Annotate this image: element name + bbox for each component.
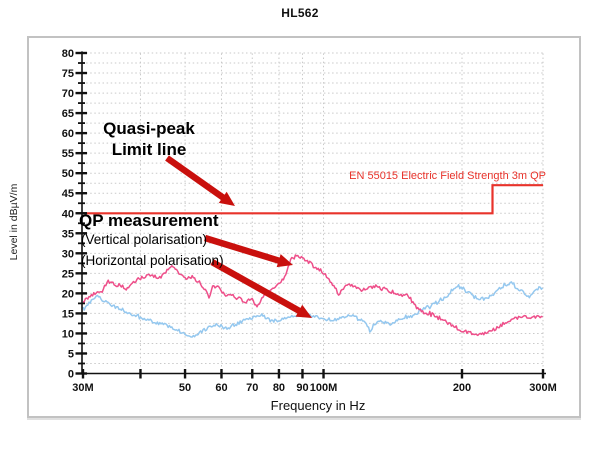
page-title: HL562 bbox=[281, 6, 319, 20]
annotation-arrows bbox=[165, 155, 312, 318]
y-tick-label: 70 bbox=[62, 88, 74, 100]
x-tick-label: 60 bbox=[215, 382, 227, 394]
arrow-shaft bbox=[204, 234, 282, 265]
arrow-head bbox=[218, 191, 235, 206]
y-axis-title: Level in dBµV/m bbox=[8, 183, 20, 261]
arrow-shaft bbox=[210, 259, 303, 315]
qp-measurement-callout: QP measurement bbox=[79, 211, 219, 230]
y-tick-label: 65 bbox=[62, 108, 74, 120]
quasi-peak-callout-line2: Limit line bbox=[111, 140, 187, 159]
arrow-shaft bbox=[165, 155, 227, 202]
x-axis-title: Frequency in Hz bbox=[270, 398, 366, 413]
x-tick-label: 200 bbox=[453, 382, 471, 394]
x-tick-label: 30M bbox=[72, 382, 93, 394]
y-tick-label: 75 bbox=[62, 68, 74, 80]
limit-line bbox=[83, 184, 543, 215]
y-tick-label: 45 bbox=[62, 188, 74, 200]
y-tick-label: 40 bbox=[62, 208, 74, 220]
y-tick-label: 15 bbox=[62, 308, 74, 320]
vertical-polarisation-trace bbox=[82, 254, 543, 337]
y-tick-label: 0 bbox=[68, 369, 74, 381]
y-tick-label: 20 bbox=[62, 288, 74, 300]
y-tick-label: 60 bbox=[62, 128, 74, 140]
x-tick-label: 70 bbox=[246, 382, 258, 394]
y-tick-label: 50 bbox=[62, 168, 74, 180]
axes bbox=[75, 51, 546, 379]
y-tick-label: 25 bbox=[62, 268, 74, 280]
x-tick-label: 90 bbox=[296, 382, 308, 394]
y-tick-label: 35 bbox=[62, 228, 74, 240]
y-tick-label: 5 bbox=[68, 348, 74, 360]
y-tick-label: 80 bbox=[62, 48, 74, 60]
y-tick-label: 10 bbox=[62, 328, 74, 340]
horizontal-polarisation-callout: (Horizontal polarisation) bbox=[81, 253, 224, 268]
arrow-head bbox=[295, 304, 312, 318]
x-tick-label: 300M bbox=[529, 382, 557, 394]
y-tick-label: 55 bbox=[62, 148, 74, 160]
horizontal-polarisation-trace bbox=[82, 281, 544, 338]
chart-frame bbox=[27, 36, 581, 418]
quasi-peak-limit-callout: Quasi-peak Limit line bbox=[82, 118, 216, 160]
x-tick-label: 80 bbox=[273, 382, 285, 394]
limit-line-label: EN 55015 Electric Field Strength 3m QP bbox=[349, 170, 546, 182]
arrow-head bbox=[276, 254, 293, 268]
quasi-peak-callout-line1: Quasi-peak bbox=[103, 119, 195, 138]
x-tick-label: 50 bbox=[179, 382, 191, 394]
y-tick-label: 30 bbox=[62, 248, 74, 260]
tick-labels: 0 5 10 15 20 25 30 35 40 45 50 55 60 65 70 75 80 30M 50 60 7… bbox=[62, 48, 557, 394]
vertical-polarisation-callout: (Vertical polarisation) bbox=[81, 232, 208, 247]
x-tick-label: 100M bbox=[310, 382, 338, 394]
